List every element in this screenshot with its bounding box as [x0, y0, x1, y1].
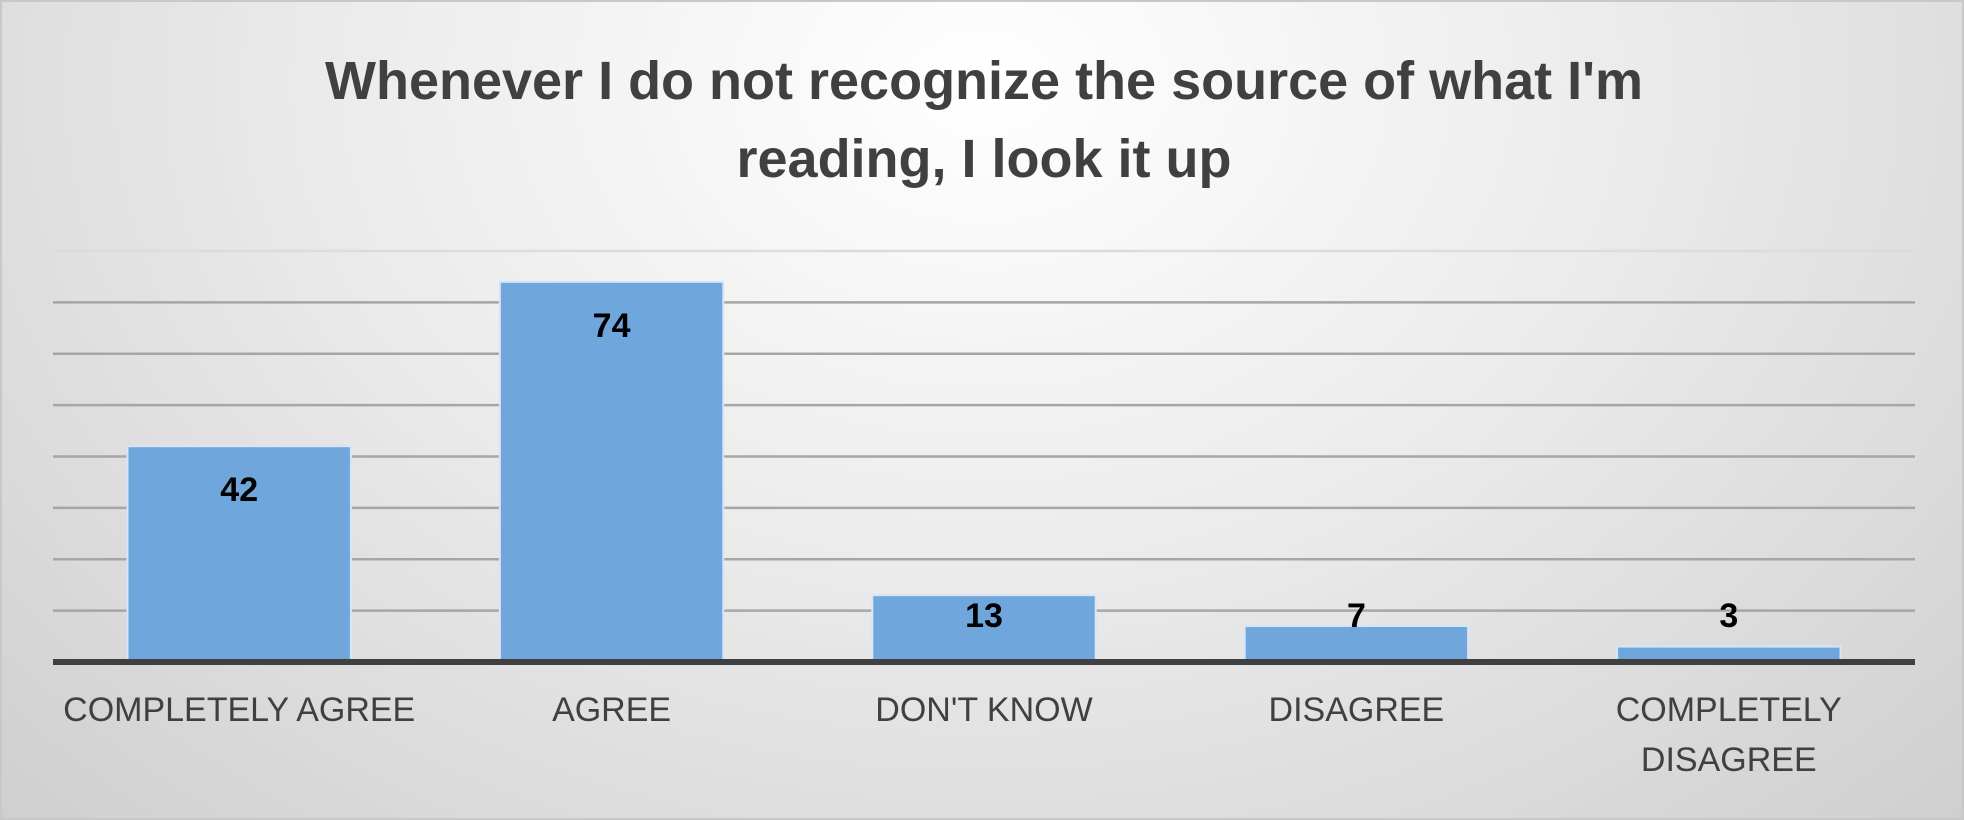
data-label: 13 — [965, 597, 1003, 635]
x-tick-label: AGREE — [552, 691, 672, 729]
bar — [871, 594, 1097, 664]
data-label: 74 — [593, 307, 631, 345]
bar — [126, 445, 352, 663]
x-tick-label: DISAGREE — [1268, 691, 1445, 729]
x-tick-label: DON'T KNOW — [875, 691, 1093, 729]
x-tick-label: COMPLETELY DISAGREE — [1615, 691, 1842, 779]
data-label: 3 — [1719, 597, 1738, 635]
chart-title: Whenever I do not recognize the source o… — [324, 51, 1644, 189]
data-label: 42 — [220, 471, 258, 509]
data-label: 7 — [1347, 597, 1366, 635]
x-tick-label: COMPLETELY AGREE — [63, 691, 416, 729]
bar — [1243, 625, 1470, 663]
bar — [498, 280, 725, 663]
